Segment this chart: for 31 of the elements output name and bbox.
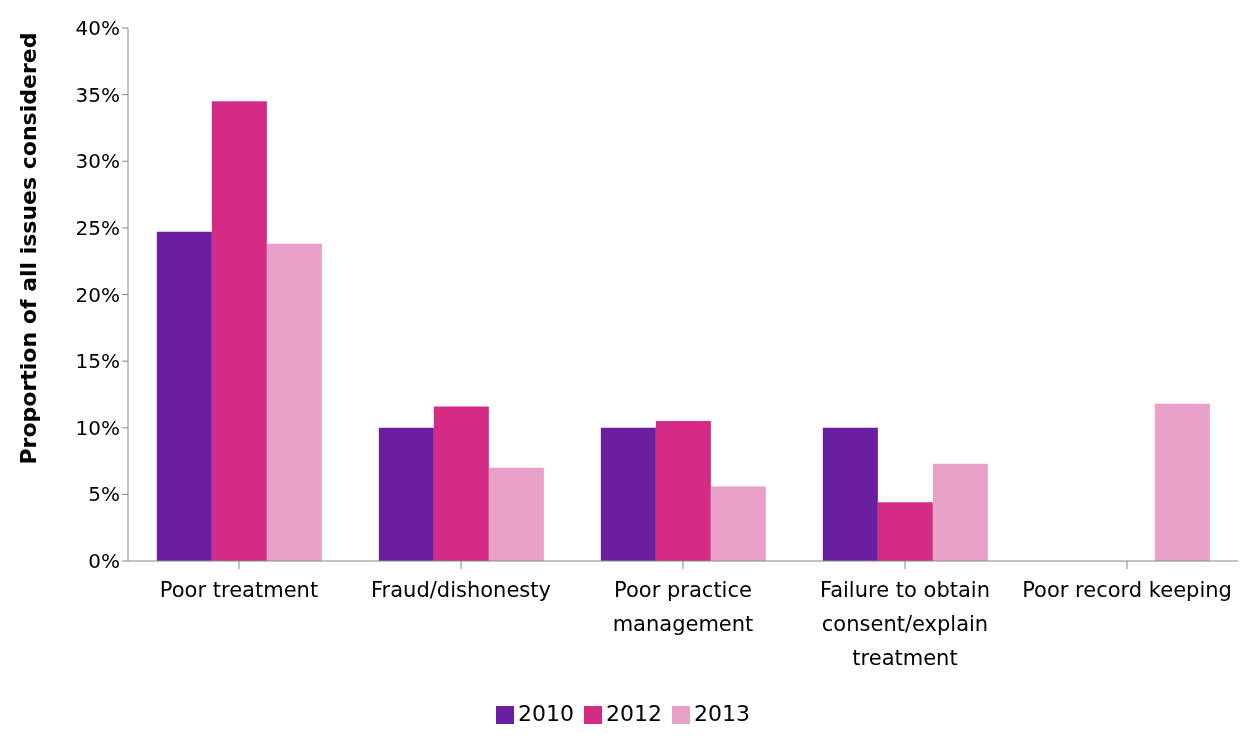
y-tick-label: 20% — [75, 282, 120, 307]
bar — [156, 231, 212, 561]
bar — [211, 101, 267, 561]
x-tick-label: Poor practice management — [612, 578, 754, 636]
y-tick-label: 15% — [75, 349, 120, 374]
bar — [877, 502, 933, 561]
y-tick-label: 35% — [75, 82, 120, 107]
y-tick-label: 30% — [75, 149, 120, 174]
legend-label: 2012 — [606, 701, 662, 726]
bar — [600, 427, 656, 561]
bar — [488, 467, 544, 561]
x-tick-label: Fraud/dishonesty — [371, 578, 551, 602]
bar — [822, 427, 878, 561]
y-tick-label: 5% — [88, 482, 120, 507]
y-axis-title: Proportion of all issues considered — [15, 32, 41, 465]
x-tick-label: Poor treatment — [159, 578, 319, 602]
y-tick-label: 10% — [75, 415, 120, 440]
x-tick-label: Poor record keeping — [1022, 578, 1232, 602]
bar — [433, 406, 489, 561]
bar — [932, 463, 988, 561]
y-tick-label: 0% — [88, 549, 120, 574]
bar — [655, 421, 711, 561]
y-tick-label: 25% — [75, 215, 120, 240]
y-tick-label: 40% — [75, 16, 120, 41]
bar — [266, 243, 322, 561]
x-tick-label: Failure to obtain consent/explain treatment — [820, 578, 990, 670]
bar — [1154, 403, 1210, 561]
legend-label: 2013 — [694, 701, 750, 726]
bar — [710, 486, 766, 561]
bar — [378, 427, 434, 561]
legend-label: 2010 — [518, 701, 574, 726]
